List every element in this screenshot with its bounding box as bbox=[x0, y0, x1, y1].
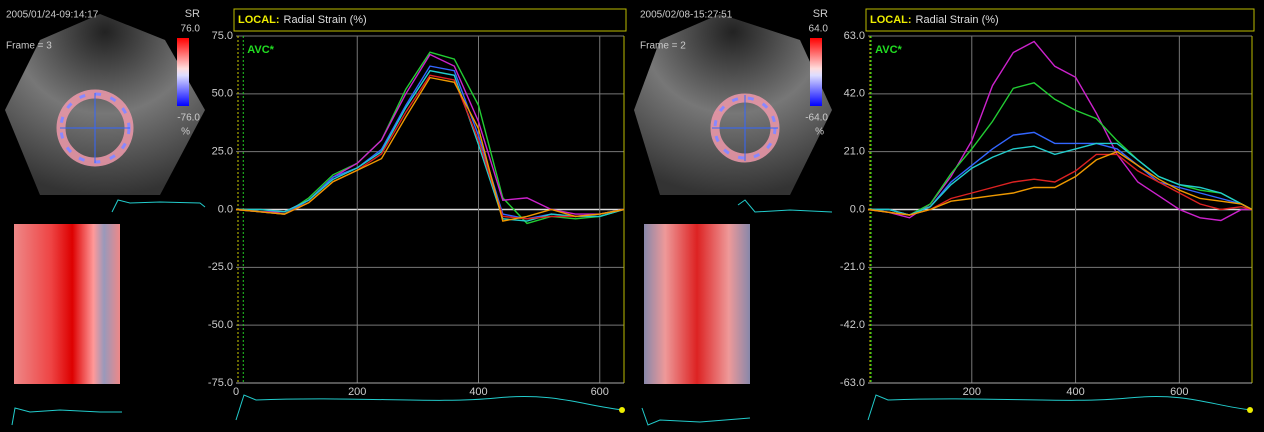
series-line bbox=[868, 83, 1252, 215]
chart: LOCAL: Radial Strain (%) -63.0 -42.0 -21.0 0.… bbox=[840, 9, 1254, 420]
color-bar bbox=[177, 38, 189, 106]
title-prefix: LOCAL: bbox=[870, 14, 912, 26]
y-tick-label: 21.0 bbox=[844, 146, 865, 158]
strain-map bbox=[14, 224, 120, 384]
y-tick-label: -63.0 bbox=[840, 377, 865, 389]
series-line bbox=[236, 75, 624, 219]
scale-name: SR bbox=[813, 8, 828, 20]
ecg-trace bbox=[642, 408, 750, 425]
series-line bbox=[868, 42, 1252, 221]
y-tick-label: 0.0 bbox=[218, 203, 233, 215]
frame-label: Frame = 3 bbox=[6, 41, 52, 52]
scale-name: SR bbox=[185, 8, 200, 20]
annotation: AVC* bbox=[247, 44, 274, 56]
scale-unit: % bbox=[181, 127, 190, 138]
color-bar bbox=[810, 38, 822, 106]
x-tick-label: 600 bbox=[1170, 386, 1188, 398]
ecg-trace bbox=[12, 408, 122, 425]
timestamp: 2005/02/08-15:27:51 bbox=[640, 10, 733, 21]
scale-unit: % bbox=[815, 127, 824, 138]
chart-title: LOCAL: Radial Strain (%) bbox=[238, 14, 367, 26]
annotation: AVC* bbox=[875, 44, 902, 56]
title-text: Radial Strain (%) bbox=[284, 14, 367, 26]
ecg-trace bbox=[236, 395, 624, 420]
x-tick-label: 200 bbox=[348, 386, 366, 398]
series-line bbox=[236, 66, 624, 219]
y-tick-label: 75.0 bbox=[212, 30, 233, 42]
x-tick-label: 600 bbox=[591, 386, 609, 398]
y-tick-label: 50.0 bbox=[212, 88, 233, 100]
y-tick-label: -50.0 bbox=[208, 319, 233, 331]
y-tick-label: 42.0 bbox=[844, 88, 865, 100]
image-panel: 2005/01/24-09:14:17 Frame = 3 SR 76.0 -7… bbox=[5, 8, 205, 425]
series-line bbox=[236, 71, 624, 221]
y-tick-label: -25.0 bbox=[208, 261, 233, 273]
series-line bbox=[868, 152, 1252, 215]
x-tick-label: 0 bbox=[233, 386, 239, 398]
ecg-trace bbox=[112, 200, 205, 212]
scale-min: -76.0 bbox=[177, 113, 200, 124]
chart: LOCAL: Radial Strain (%) -75.0 -50.0 -25.0 0.… bbox=[208, 9, 626, 420]
ecg-trace bbox=[738, 200, 832, 212]
x-tick-label: 400 bbox=[1066, 386, 1084, 398]
timestamp: 2005/01/24-09:14:17 bbox=[6, 10, 99, 21]
title-text: Radial Strain (%) bbox=[916, 14, 999, 26]
strain-map bbox=[644, 224, 750, 384]
y-tick-label: 63.0 bbox=[844, 30, 865, 42]
chart-title: LOCAL: Radial Strain (%) bbox=[870, 14, 999, 26]
y-tick-label: -75.0 bbox=[208, 377, 233, 389]
ecg-dot bbox=[619, 407, 625, 413]
y-tick-label: 0.0 bbox=[850, 203, 865, 215]
x-tick-label: 400 bbox=[469, 386, 487, 398]
y-tick-label: -21.0 bbox=[840, 261, 865, 273]
scale-max: 76.0 bbox=[181, 24, 201, 35]
frame-label: Frame = 2 bbox=[640, 41, 686, 52]
scale-min: -64.0 bbox=[805, 113, 828, 124]
x-tick-label: 200 bbox=[963, 386, 981, 398]
scale-max: 64.0 bbox=[809, 24, 829, 35]
ecg-dot bbox=[1247, 407, 1253, 413]
ecg-trace bbox=[868, 395, 1252, 420]
series-line bbox=[236, 78, 624, 222]
series-line bbox=[868, 132, 1252, 215]
screen: 2005/01/24-09:14:17 Frame = 3 SR 76.0 -7… bbox=[0, 0, 1264, 432]
y-tick-label: -42.0 bbox=[840, 319, 865, 331]
title-prefix: LOCAL: bbox=[238, 14, 280, 26]
image-panel: 2005/02/08-15:27:51 Frame = 2 SR 64.0 -6… bbox=[634, 8, 832, 425]
y-tick-label: 25.0 bbox=[212, 146, 233, 158]
